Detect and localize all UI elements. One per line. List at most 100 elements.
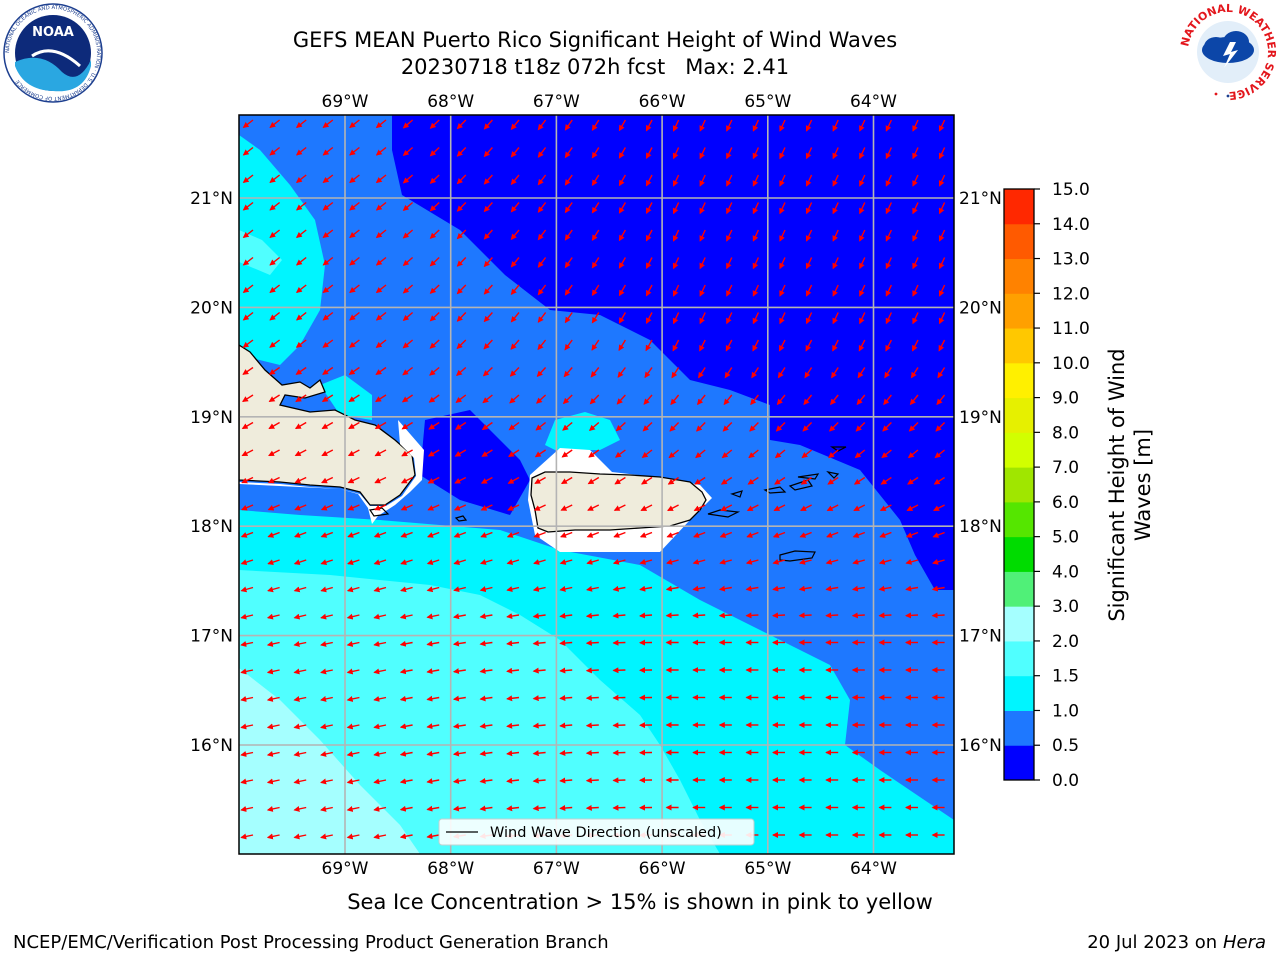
wind-arrow [852,531,866,538]
wind-arrow [831,367,839,379]
wind-arrow [295,311,307,321]
wind-arrow [726,147,733,160]
wind-arrow [699,119,706,132]
wind-arrow [429,119,440,129]
wind-arrow [805,202,813,215]
wind-arrow [399,695,413,702]
wind-arrow [240,696,254,702]
wind-arrow [507,504,520,511]
wind-arrow [799,531,812,538]
wind-arrow [506,805,520,812]
wind-arrow [693,504,706,512]
wind-arrow [346,696,360,702]
wind-arrow [718,585,732,592]
wind-arrow [879,531,892,538]
wind-arrow [268,449,280,457]
wind-arrow [266,641,280,647]
wind-arrow [268,421,280,430]
wind-arrow [537,312,547,323]
wind-arrow [266,806,280,812]
wind-arrow [426,668,440,675]
wind-arrow [454,476,467,484]
wind-arrow [665,585,679,592]
wind-arrow [938,229,946,242]
wind-arrow [267,586,280,593]
wind-arrow [533,504,546,511]
wind-arrow [564,147,573,159]
wind-arrow [751,367,759,379]
wind-arrow [775,422,786,432]
colorbar-segment [1004,432,1034,468]
wind-arrow [699,147,706,160]
wind-arrow [266,613,280,620]
wind-arrow [373,531,387,538]
wind-arrow [699,174,706,187]
wind-arrow [375,201,387,211]
wind-arrow [293,613,307,620]
wind-arrow [779,147,786,160]
wind-arrow [242,174,254,184]
wind-arrow [938,312,946,325]
wind-arrow [268,366,280,375]
wind-arrow [456,119,467,130]
wind-arrow [454,449,467,457]
wind-arrow [859,257,866,270]
wind-arrow [456,284,467,295]
wind-arrow [479,805,493,812]
wind-arrow [266,696,280,702]
wind-arrow [400,476,413,484]
lon-tick-label: 65°W [744,859,791,879]
wind-arrow [585,749,599,756]
wind-arrow [456,174,467,185]
wind-arrow [322,119,334,129]
wind-arrow [672,119,680,132]
wind-arrow [426,805,440,812]
wind-arrow [909,394,919,406]
wind-arrow [295,119,307,129]
wind-arrow [532,695,546,702]
wind-arrow [295,284,307,294]
wind-arrow [745,585,759,592]
wind-arrow [884,367,892,379]
wind-arrow [481,421,493,431]
wind-arrow [699,257,706,270]
wind-arrow [934,449,946,459]
colorbar-tick-label: 5.0 [1052,528,1079,548]
colorbar-tick-label: 7.0 [1052,458,1079,478]
wind-arrow [294,504,307,511]
colorbar-tick-label: 0.0 [1052,771,1079,791]
wind-arrow [804,367,813,379]
wind-arrow [269,174,281,184]
wind-arrow [241,504,254,511]
wind-arrow [591,147,600,159]
wind-arrow [269,229,281,239]
wind-arrow [855,422,866,432]
wind-arrow [537,147,547,158]
wind-arrow [645,147,653,160]
wind-arrow [510,202,520,213]
wind-arrow [805,312,813,325]
wind-arrow [400,586,413,593]
wind-arrow [672,174,680,187]
wind-arrow [322,201,334,211]
wind-arrow [322,229,334,239]
wind-arrow [426,750,440,757]
wind-arrow [242,146,254,156]
wind-arrow [321,421,334,430]
wind-arrow [851,612,865,619]
wind-arrow [851,585,865,592]
wind-arrow [240,723,254,730]
wind-arrow [320,668,333,675]
wind-arrow [885,174,893,187]
wind-arrow [506,559,520,565]
colorbar-tick-label: 12.0 [1052,284,1090,304]
wind-arrow [857,367,866,379]
wind-arrow [618,339,626,352]
wind-arrow [615,449,626,458]
wind-arrow [322,174,334,184]
wind-arrow [670,394,680,406]
colorbar-label: Significant Height of Wind [1105,348,1129,621]
wind-arrow [373,586,387,593]
wind-arrow [240,833,254,840]
wind-arrow [456,229,467,240]
